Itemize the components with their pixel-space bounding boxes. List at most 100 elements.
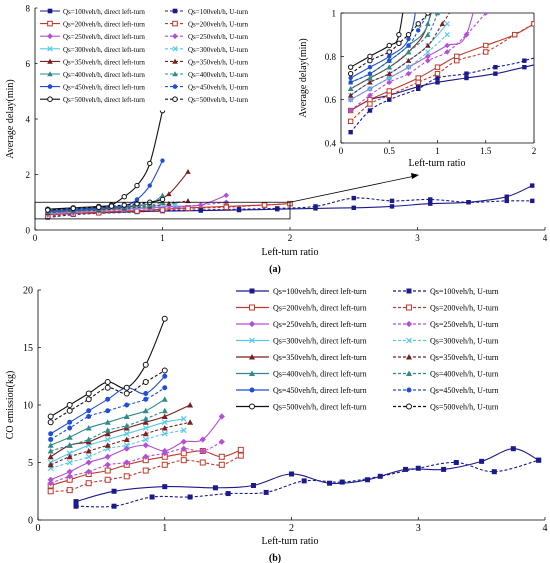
b-legend-marker [405, 320, 413, 328]
b-data-point [85, 436, 92, 442]
inset-data-point [435, 75, 440, 81]
b-data-point [199, 459, 206, 466]
b-data-point [86, 408, 92, 414]
inset-data-point [425, 42, 431, 48]
inset-data-point [396, 40, 402, 47]
b-data-point [66, 468, 73, 475]
a-legend-marker [172, 71, 178, 77]
inset-data-point [493, 71, 498, 76]
b-data-point [199, 447, 206, 455]
inset-data-point [347, 70, 354, 77]
b-data-point [237, 452, 244, 459]
b-data-point [66, 450, 73, 457]
a-data-point [351, 205, 356, 210]
inset-data-point [347, 107, 354, 114]
a-legend-label: Qs=400veh/h, U-turn [188, 71, 248, 79]
b-data-point [105, 396, 111, 402]
a-data-point [223, 192, 230, 199]
b-data-point [199, 436, 206, 443]
inset-data-point [405, 57, 412, 63]
b-x-axis-label: Left-turn ratio [262, 536, 319, 547]
b-legend-label: Qs=500veh/h, U-turn [430, 403, 499, 412]
inset-x-axis-label: Left-turn ratio [409, 158, 466, 169]
a-legend-marker [47, 71, 53, 77]
b-series-line [50, 429, 184, 469]
b-legend-label: Qs=450veh/h, U-turn [430, 386, 499, 395]
b-data-point [104, 427, 111, 433]
b-legend-label: Qs=300veh/h, direct left-turn [273, 337, 367, 346]
b-series-5 [47, 438, 225, 487]
b-data-point [104, 384, 111, 391]
b-legend-label: Qs=100veh/h, U-turn [430, 287, 499, 296]
inset-y-tick-label: 0.6 [325, 95, 337, 105]
a-legend-marker [47, 84, 53, 89]
b-data-point [66, 402, 73, 408]
inset-data-point [416, 28, 421, 33]
a-data-point [134, 182, 140, 189]
b-legend-marker [249, 354, 255, 360]
inset-data-point [483, 42, 489, 49]
a-y-tick-label: 8 [26, 4, 31, 14]
inset-data-point [367, 53, 373, 60]
a-legend-marker [172, 96, 178, 102]
a-data-point [185, 198, 191, 204]
b-data-point [48, 437, 54, 442]
b-data-point [66, 473, 73, 480]
b-legend-entry: Qs=400veh/h, direct left-turn [236, 370, 367, 379]
a-y-axis-label: Average delay(min) [5, 79, 16, 159]
b-data-point [161, 407, 168, 414]
a-legend-label: Qs=500veh/h, U-turn [188, 96, 248, 104]
b-legend-label: Qs=350veh/h, direct left-turn [273, 353, 367, 362]
a-legend-entry: Qs=250veh/h, direct left-turn [40, 33, 145, 41]
a-x-tick-label: 0 [33, 233, 38, 243]
b-legend-marker [249, 387, 255, 393]
inset-data-point [386, 75, 392, 81]
b-data-point [187, 494, 193, 500]
a-data-point [530, 198, 535, 204]
b-series-1 [73, 457, 542, 509]
inset-data-point [454, 53, 460, 60]
inset-data-point [405, 31, 412, 38]
b-data-point [47, 413, 54, 420]
a-data-point [198, 207, 203, 213]
a-series-14 [45, 107, 166, 212]
b-data-point [491, 469, 497, 475]
b-legend-label: Qs=500veh/h, direct left-turn [273, 403, 367, 412]
b-data-point [301, 478, 307, 484]
b-data-point [415, 465, 421, 471]
a-legend-entry: Qs=350veh/h, direct left-turn [40, 58, 145, 66]
b-data-point [104, 442, 111, 448]
b-legend-label: Qs=200veh/h, direct left-turn [273, 304, 367, 313]
b-series-10 [47, 396, 168, 448]
a-zoom-rect [34, 201, 291, 220]
a-legend-entry: Qs=450veh/h, direct left-turn [40, 84, 145, 92]
b-data-point [123, 390, 130, 397]
inset-data-point [367, 79, 373, 85]
b-data-point [180, 438, 187, 445]
inset-y-tick-label: 0.8 [325, 52, 337, 62]
inset-data-point [387, 54, 392, 59]
a-legend-entry: Qs=200veh/h, direct left-turn [40, 21, 145, 29]
b-data-point [123, 445, 130, 452]
inset-series-7 [348, 32, 450, 103]
b-data-point [142, 361, 149, 368]
a-data-point [166, 191, 172, 197]
a-legend-label: Qs=350veh/h, U-turn [188, 58, 248, 66]
b-data-point [123, 384, 130, 391]
b-data-point [123, 413, 130, 419]
b-legend-marker [249, 403, 255, 410]
b-data-point [218, 438, 225, 445]
a-y-tick-label: 6 [26, 59, 31, 69]
inset-y-axis-label: Average delay(min) [298, 38, 309, 118]
b-data-point [66, 434, 73, 440]
a-legend-entry: Qs=500veh/h, direct left-turn [40, 96, 145, 104]
inset-x-tick-label: 1 [435, 146, 440, 156]
b-data-point [180, 445, 187, 452]
a-legend-label: Qs=450veh/h, direct left-turn [63, 84, 145, 92]
b-data-point [161, 419, 168, 426]
a-data-point [172, 202, 178, 208]
b-data-point [162, 484, 168, 490]
inset-data-point [425, 21, 431, 27]
b-data-point [85, 396, 92, 403]
b-data-point [142, 415, 149, 422]
